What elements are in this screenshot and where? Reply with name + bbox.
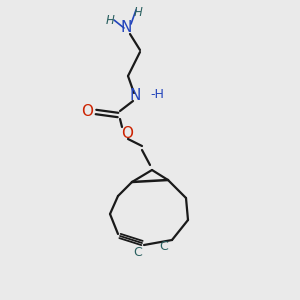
Text: O: O [121,127,133,142]
Text: O: O [81,103,93,118]
Text: C: C [160,241,168,254]
Text: N: N [120,20,132,34]
Text: C: C [134,245,142,259]
Text: H: H [134,5,142,19]
Text: -H: -H [150,88,164,100]
Text: N: N [129,88,141,104]
Text: H: H [106,14,114,26]
